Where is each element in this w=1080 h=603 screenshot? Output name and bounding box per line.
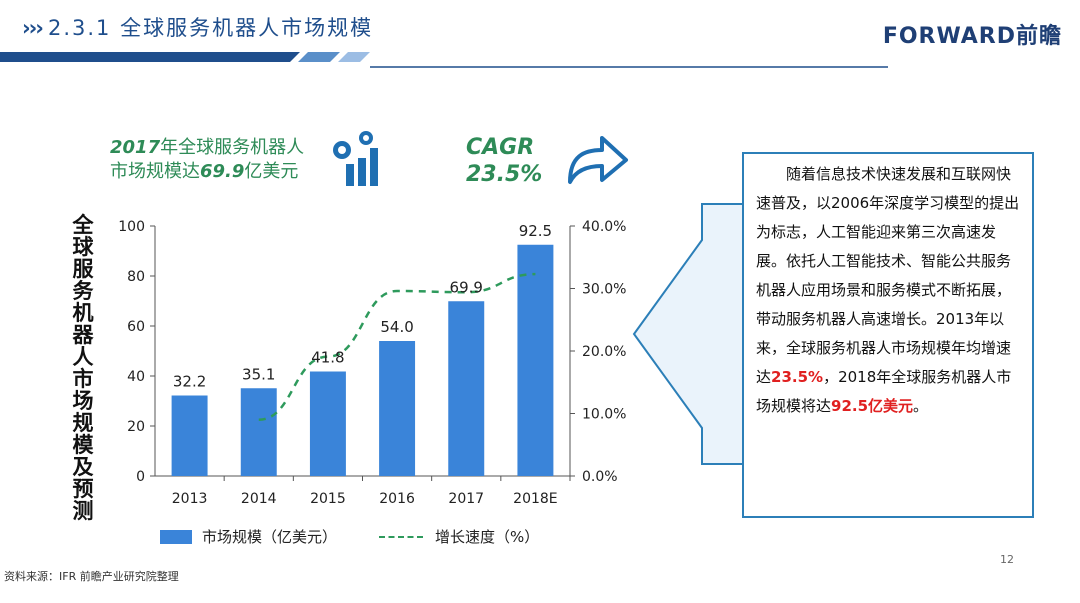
y2-tick-label: 10.0% (582, 407, 626, 423)
bar-data-label: 92.5 (519, 222, 552, 240)
y2-tick-label: 30.0% (582, 282, 626, 298)
page-title-text: 2.3.1 全球服务机器人市场规模 (47, 16, 374, 40)
summary-textbox: 随着信息技术快速发展和互联网快速普及，以2006年深度学习模型的提出为标志，人工… (742, 152, 1034, 518)
y-tick-label: 0 (136, 469, 145, 485)
bar-data-label: 35.1 (242, 365, 275, 383)
cagr-value: 23.5% (466, 162, 543, 187)
y2-tick-label: 40.0% (582, 219, 626, 235)
legend-label-bar: 市场规模（亿美元） (202, 528, 338, 546)
bar-data-label: 54.0 (380, 318, 413, 336)
legend-swatch-bar (160, 529, 192, 544)
page-number: 12 (1000, 553, 1014, 566)
headline-callout: 2017年全球服务机器人 市场规模达69.9亿美元 (110, 136, 304, 184)
x-tick-label: 2018E (513, 491, 557, 507)
x-tick-label: 2013 (172, 491, 208, 507)
chevron-icon: ››› (22, 16, 44, 40)
summary-highlight-cagr: 23.5% (771, 368, 824, 386)
summary-text-b: ，2018年全球服务机器人市场规模将达 (756, 368, 1012, 415)
x-tick-label: 2014 (241, 491, 277, 507)
y-tick-label: 60 (127, 319, 145, 335)
bar (171, 395, 208, 476)
share-arrow-icon (568, 136, 628, 184)
pointer-arrow (632, 203, 745, 465)
y-tick-label: 20 (127, 419, 145, 435)
bar (240, 388, 277, 476)
x-tick-label: 2016 (379, 491, 415, 507)
legend-label-line: 增长速度（%） (435, 528, 540, 546)
headline-value: 69.9 (200, 161, 245, 182)
bar-data-label: 69.9 (450, 278, 483, 296)
y2-tick-label: 20.0% (582, 344, 626, 360)
bar (309, 371, 346, 476)
y2-tick-label: 0.0% (582, 469, 618, 485)
summary-text-a: 随着信息技术快速发展和互联网快速普及，以2006年深度学习模型的提出为标志，人工… (756, 165, 1020, 386)
market-size-chart: 0 20 40 60 80 100 0.0% 10.0% 20.0% 30.0% 40.0% 2013… (118, 219, 626, 507)
y-tick-label: 40 (127, 369, 145, 385)
bar (517, 244, 554, 476)
headline-text-3: 亿美元 (244, 161, 299, 182)
y-tick-label: 80 (127, 269, 145, 285)
cagr-callout: CAGR 23.5% (466, 134, 542, 188)
headline-text-1: 年全球服务机器人 (160, 137, 305, 158)
x-tick-label: 2015 (310, 491, 346, 507)
legend-swatch-line (379, 535, 424, 538)
chart-legend: 市场规模（亿美元） 增长速度（%） (160, 526, 539, 547)
headline-year: 2017 (110, 137, 161, 158)
growth-rate-line (258, 272, 536, 421)
bar (448, 301, 485, 476)
x-tick-label: 2017 (448, 491, 484, 507)
header-divider (0, 52, 888, 68)
gear-chart-icon (333, 131, 378, 186)
page-title: ››› 2.3.1 全球服务机器人市场规模 (22, 12, 373, 42)
bar (379, 341, 416, 476)
y-tick-label: 100 (118, 219, 145, 235)
cagr-label: CAGR (466, 135, 535, 160)
summary-text-c: 。 (913, 397, 929, 415)
bar-data-label: 32.2 (173, 373, 206, 391)
headline-text-2: 市场规模达 (110, 161, 200, 182)
brand-logo: FORWARD前瞻 (882, 24, 1062, 49)
source-note: 资料来源：IFR 前瞻产业研究院整理 (4, 570, 179, 583)
bar-data-label: 41.8 (311, 349, 344, 367)
chart-ylabel: 全球服务机器人市场规模及预测 (72, 213, 94, 523)
summary-highlight-2018: 92.5亿美元 (831, 397, 914, 415)
